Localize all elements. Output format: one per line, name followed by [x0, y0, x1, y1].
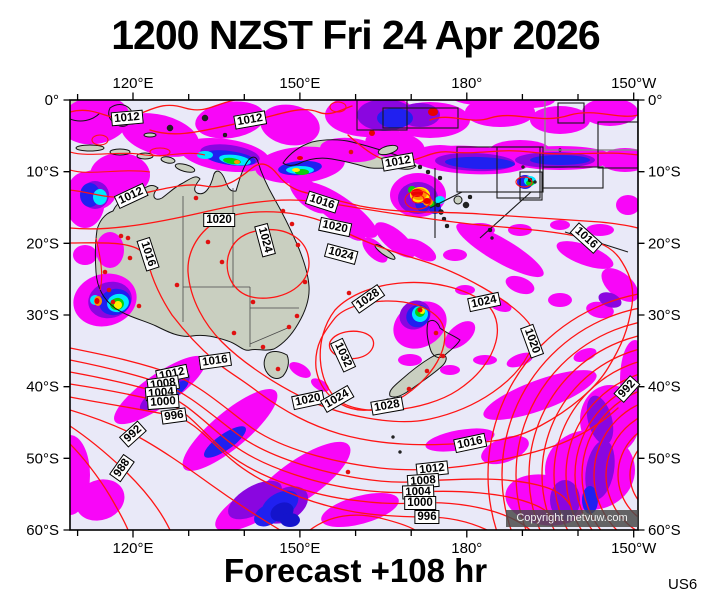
lon-label-top-120e: 120°E — [112, 75, 153, 92]
lat-label-right-20s: 20°S — [648, 235, 681, 252]
lon-label-bottom-150e: 150°E — [279, 540, 320, 557]
lat-label-left-60s: 60°S — [26, 522, 59, 539]
page-title: 1200 NZST Fri 24 Apr 2026 — [111, 12, 601, 58]
isobar-label-1000: 1000 — [146, 393, 180, 411]
copyright-watermark: Copyright metvuw.com — [506, 510, 638, 527]
isobar-label-1020: 1020 — [203, 213, 235, 227]
isobar-label-1012: 1012 — [110, 109, 144, 127]
lon-label-top-150e: 150°E — [279, 75, 320, 92]
model-id-label: US6 — [668, 576, 698, 593]
lat-label-left-0: 0° — [45, 92, 59, 109]
lon-label-top-180: 180° — [451, 75, 482, 92]
lat-label-left-50s: 50°S — [26, 450, 59, 467]
axis-labels: 120°E 150°E 180° 150°W 120°E 150°E 180° … — [26, 75, 680, 557]
city-markers — [102, 149, 446, 475]
forecast-label: Forecast +108 hr — [223, 552, 488, 589]
lat-label-left-10s: 10°S — [26, 164, 59, 181]
isobar-label-1000: 1000 — [404, 496, 436, 510]
lat-label-right-50s: 50°S — [648, 450, 681, 467]
australia-land — [95, 157, 310, 351]
region-boxes — [356, 100, 638, 253]
coastlines — [70, 104, 461, 398]
lon-label-bottom-180: 180° — [451, 540, 482, 557]
lon-label-bottom-150w: 150°W — [611, 540, 657, 557]
lat-label-right-60s: 60°S — [648, 522, 681, 539]
lat-label-right-30s: 30°S — [648, 307, 681, 324]
nz-south-island-land — [389, 354, 447, 398]
lon-label-bottom-120e: 120°E — [112, 540, 153, 557]
lat-label-right-0: 0° — [648, 92, 662, 109]
small-islands — [75, 114, 562, 454]
lat-label-left-30s: 30°S — [26, 307, 59, 324]
tasmania-land — [264, 351, 289, 379]
lat-label-left-20s: 20°S — [26, 235, 59, 252]
lon-label-top-150w: 150°W — [611, 75, 657, 92]
lat-label-right-10s: 10°S — [648, 164, 681, 181]
map-frame — [63, 92, 645, 538]
lat-label-right-40s: 40°S — [648, 379, 681, 396]
isobar-label-996: 996 — [414, 510, 440, 524]
lat-label-left-40s: 40°S — [26, 379, 59, 396]
